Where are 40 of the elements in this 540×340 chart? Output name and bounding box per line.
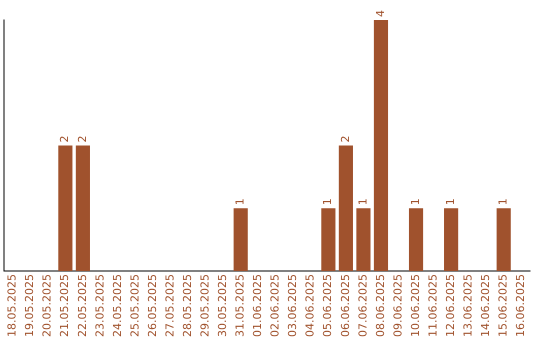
data-label: 2 bbox=[58, 136, 72, 143]
data-label: 1 bbox=[408, 198, 422, 206]
x-tick-label: 22.05.2025 bbox=[76, 274, 89, 338]
x-tick-label: 12.06.2025 bbox=[444, 274, 457, 338]
data-label: 2 bbox=[76, 136, 89, 143]
x-tick-label: 15.06.2025 bbox=[496, 274, 510, 338]
x-tick-label: 20.05.2025 bbox=[40, 274, 54, 338]
x-tick-label: 30.05.2025 bbox=[216, 274, 230, 338]
x-tick-label: 19.05.2025 bbox=[23, 274, 36, 338]
x-tick-label: 10.06.2025 bbox=[408, 274, 422, 338]
x-tick-label: 04.06.2025 bbox=[304, 274, 317, 338]
x-tick-label: 07.06.2025 bbox=[356, 274, 370, 338]
x-tick-label: 26.05.2025 bbox=[146, 274, 159, 338]
x-tick-label: 31.05.2025 bbox=[234, 274, 247, 338]
x-tick-label: 25.05.2025 bbox=[128, 274, 142, 338]
x-tick-label: 08.06.2025 bbox=[374, 274, 387, 338]
x-tick-label: 21.05.2025 bbox=[58, 274, 72, 338]
x-tick-label: 14.06.2025 bbox=[479, 274, 492, 338]
data-label: 1 bbox=[496, 198, 510, 206]
data-label: 2 bbox=[338, 136, 352, 143]
x-tick-label: 28.05.2025 bbox=[180, 274, 194, 338]
data-label: 1 bbox=[321, 198, 334, 206]
x-tick-label: 18.05.2025 bbox=[6, 274, 19, 338]
x-tick-label: 02.06.2025 bbox=[268, 274, 282, 338]
x-tick-label: 06.06.2025 bbox=[338, 274, 352, 338]
x-tick-label: 11.06.2025 bbox=[426, 274, 440, 338]
x-tick-label: 24.05.2025 bbox=[110, 274, 124, 338]
data-label: 1 bbox=[356, 198, 370, 206]
x-tick-label: 27.05.2025 bbox=[163, 274, 176, 338]
data-label: 1 bbox=[444, 198, 457, 206]
x-tick-label: 13.06.2025 bbox=[461, 274, 474, 338]
x-tick-label: 03.06.2025 bbox=[286, 274, 300, 338]
x-tick-label: 09.06.2025 bbox=[391, 274, 404, 338]
x-tick-label: 01.06.2025 bbox=[251, 274, 264, 338]
x-tick-label: 23.05.2025 bbox=[93, 274, 106, 338]
data-label: 4 bbox=[374, 10, 387, 17]
x-tick-label: 29.05.2025 bbox=[198, 274, 212, 338]
x-tick-label: 16.06.2025 bbox=[514, 274, 528, 338]
x-tick-label: 05.06.2025 bbox=[321, 274, 334, 338]
data-label: 1 bbox=[234, 198, 247, 206]
